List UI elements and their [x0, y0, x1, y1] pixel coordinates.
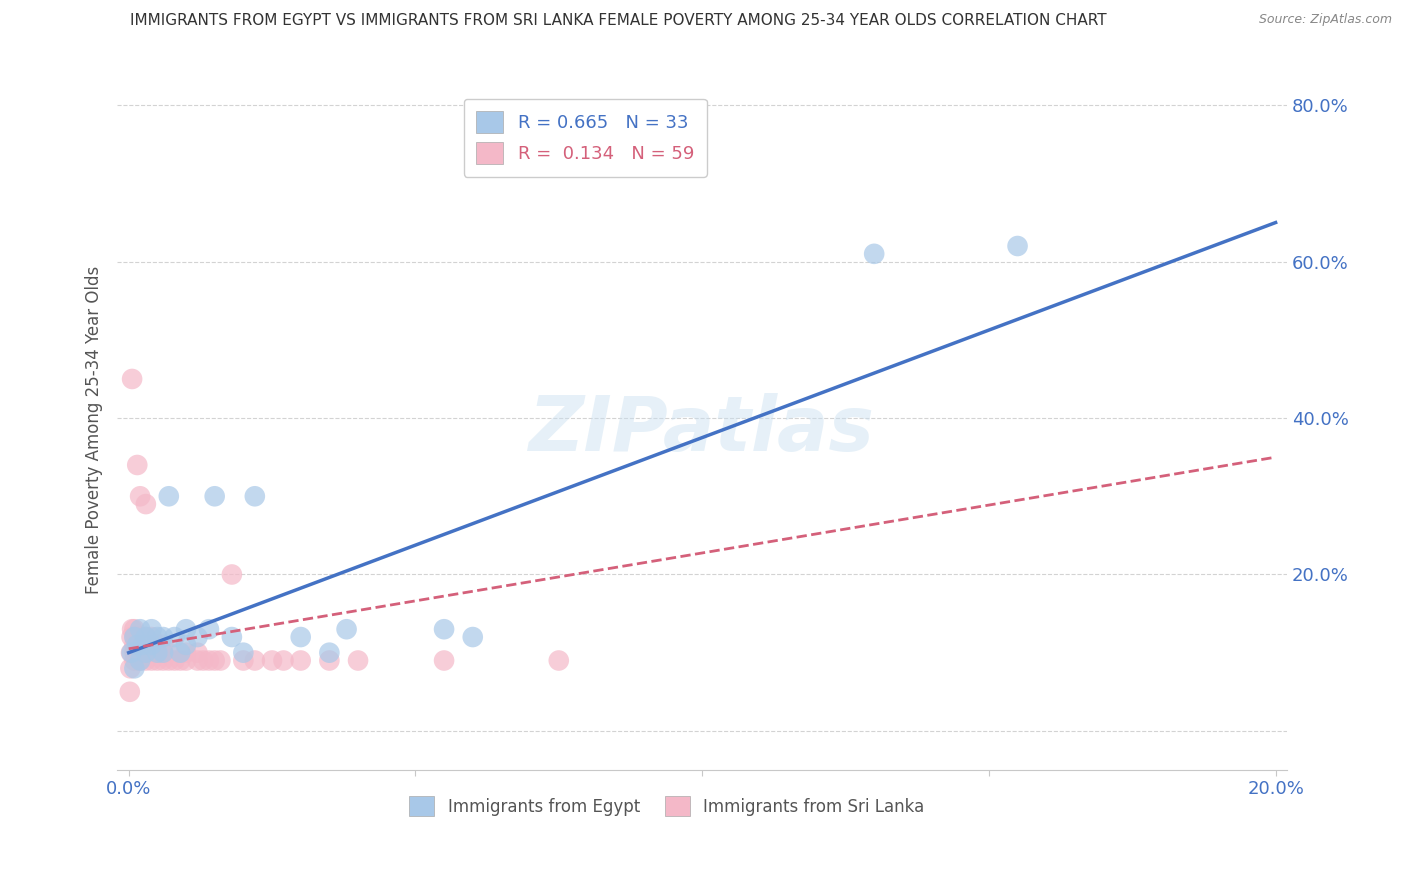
Point [232, 653, 254, 667]
Point [141, 638, 163, 652]
Point [461, 630, 484, 644]
Point [135, 630, 157, 644]
Text: ZIPatlas: ZIPatlas [529, 392, 875, 467]
Point [198, 622, 221, 636]
Point [157, 489, 180, 503]
Point [120, 646, 142, 660]
Point [1007, 239, 1029, 253]
Point [174, 638, 197, 652]
Point [141, 653, 163, 667]
Point [141, 646, 163, 660]
Point [152, 646, 174, 660]
Point [221, 630, 243, 644]
Point [273, 653, 295, 667]
Point [124, 646, 146, 660]
Point [193, 653, 215, 667]
Point [124, 653, 146, 667]
Point [169, 653, 191, 667]
Point [141, 638, 163, 652]
Point [129, 646, 152, 660]
Point [121, 630, 143, 644]
Point [135, 653, 157, 667]
Point [204, 489, 226, 503]
Point [174, 653, 197, 667]
Point [186, 630, 208, 644]
Point [152, 653, 174, 667]
Point [157, 653, 180, 667]
Point [433, 653, 456, 667]
Point [124, 661, 146, 675]
Legend: Immigrants from Egypt, Immigrants from Sri Lanka: Immigrants from Egypt, Immigrants from S… [402, 789, 931, 823]
Point [547, 653, 569, 667]
Point [209, 653, 232, 667]
Point [146, 638, 169, 652]
Text: Source: ZipAtlas.com: Source: ZipAtlas.com [1258, 13, 1392, 27]
Point [124, 630, 146, 644]
Point [318, 646, 340, 660]
Text: IMMIGRANTS FROM EGYPT VS IMMIGRANTS FROM SRI LANKA FEMALE POVERTY AMONG 25-34 YE: IMMIGRANTS FROM EGYPT VS IMMIGRANTS FROM… [131, 13, 1107, 29]
Point [146, 630, 169, 644]
Point [290, 630, 312, 644]
Point [127, 638, 149, 652]
Point [135, 497, 157, 511]
Point [120, 661, 142, 675]
Point [157, 646, 180, 660]
Point [260, 653, 283, 667]
Point [204, 653, 226, 667]
Y-axis label: Female Poverty Among 25-34 Year Olds: Female Poverty Among 25-34 Year Olds [86, 266, 103, 594]
Point [141, 622, 163, 636]
Point [433, 622, 456, 636]
Point [129, 638, 152, 652]
Point [129, 653, 152, 667]
Point [121, 372, 143, 386]
Point [129, 653, 152, 667]
Point [129, 489, 152, 503]
Point [124, 630, 146, 644]
Point [163, 653, 186, 667]
Point [198, 653, 221, 667]
Point [146, 646, 169, 660]
Point [152, 630, 174, 644]
Point [129, 646, 152, 660]
Point [186, 653, 208, 667]
Point [863, 247, 886, 261]
Point [124, 646, 146, 660]
Point [135, 646, 157, 660]
Point [121, 622, 143, 636]
Point [152, 646, 174, 660]
Point [125, 630, 148, 644]
Point [118, 685, 141, 699]
Point [135, 646, 157, 660]
Point [174, 646, 197, 660]
Point [152, 638, 174, 652]
Point [336, 622, 359, 636]
Point [132, 638, 155, 652]
Point [129, 622, 152, 636]
Point [129, 630, 152, 644]
Point [243, 489, 266, 503]
Point [125, 638, 148, 652]
Point [186, 646, 208, 660]
Point [135, 630, 157, 644]
Point [146, 653, 169, 667]
Point [163, 630, 186, 644]
Point [132, 638, 155, 652]
Point [347, 653, 370, 667]
Point [232, 646, 254, 660]
Point [135, 638, 157, 652]
Point [141, 630, 163, 644]
Point [243, 653, 266, 667]
Point [124, 638, 146, 652]
Point [174, 622, 197, 636]
Point [318, 653, 340, 667]
Point [124, 622, 146, 636]
Point [290, 653, 312, 667]
Point [127, 458, 149, 472]
Point [121, 646, 143, 660]
Point [169, 646, 191, 660]
Point [221, 567, 243, 582]
Point [146, 646, 169, 660]
